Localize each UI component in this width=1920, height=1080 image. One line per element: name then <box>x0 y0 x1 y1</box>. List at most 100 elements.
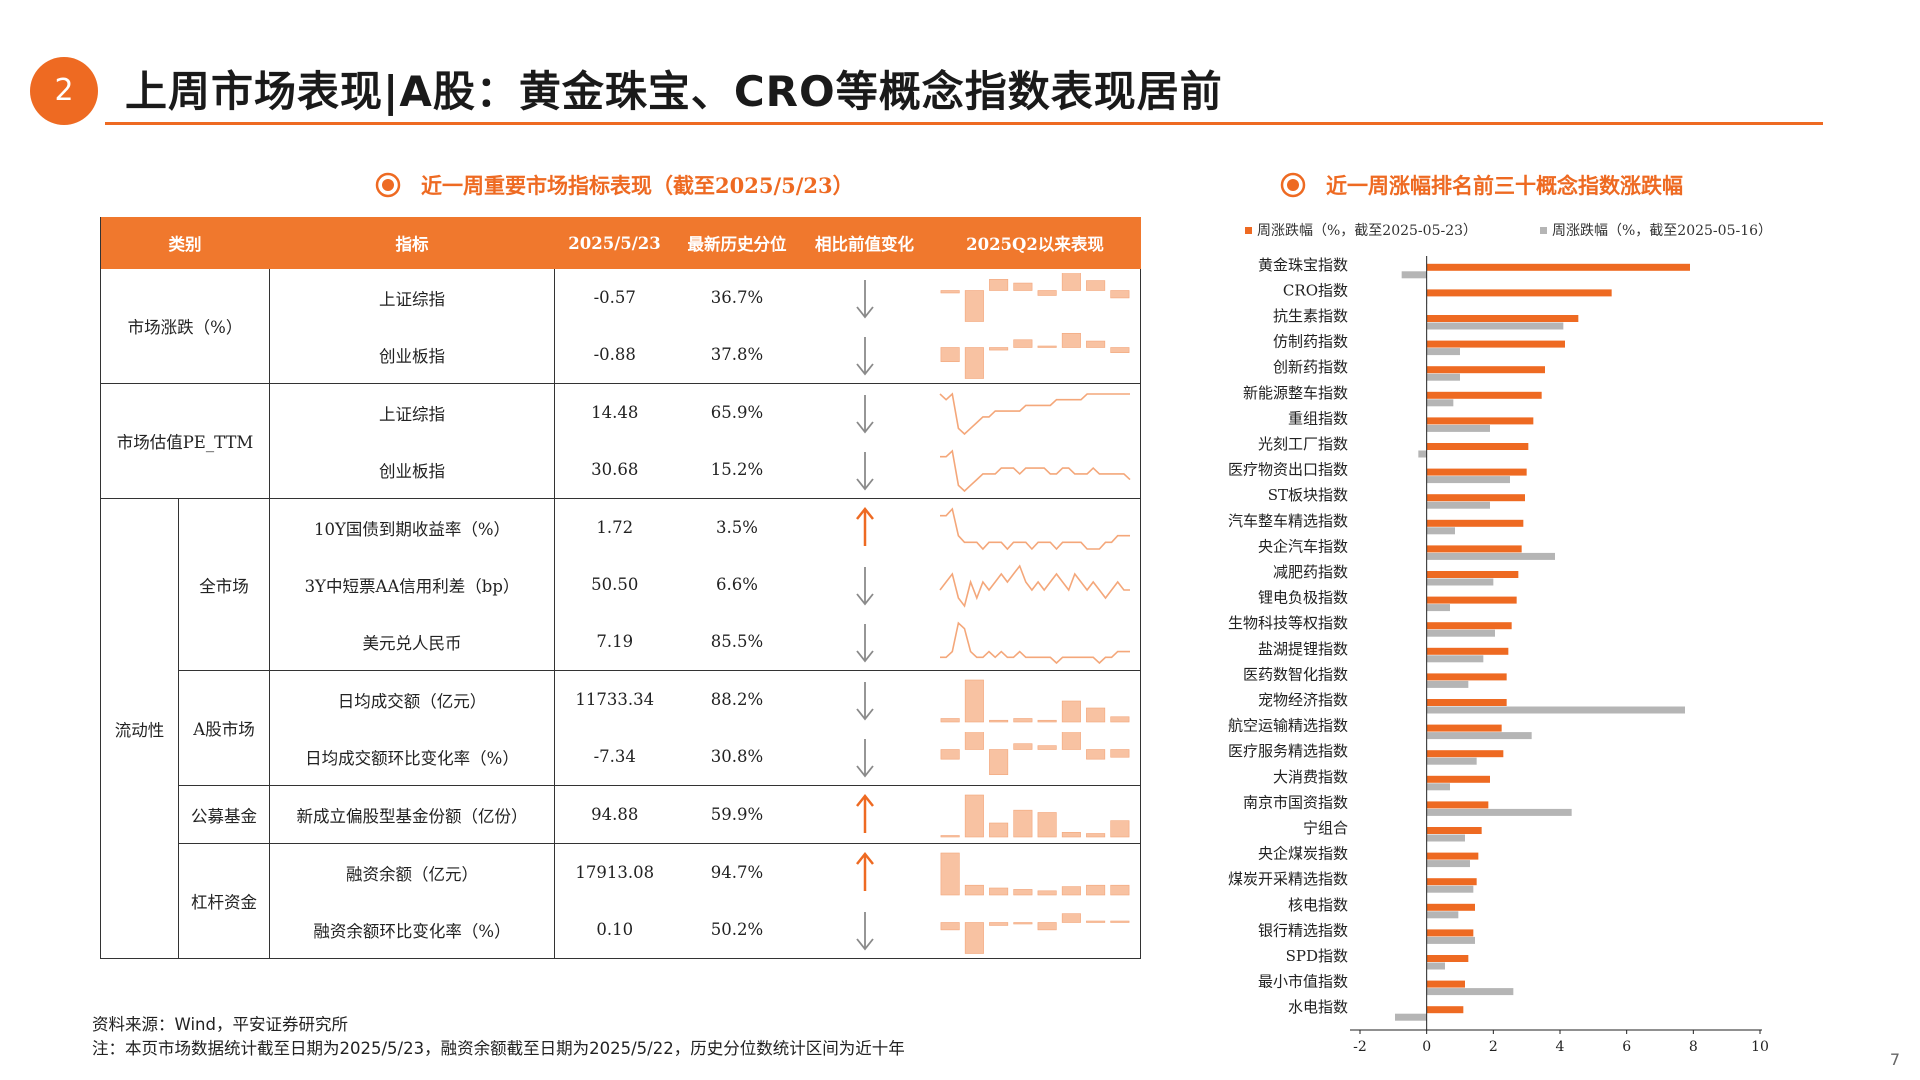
spark-bar <box>1037 345 1057 348</box>
bar-current-week <box>1426 519 1524 527</box>
arrow-down-icon <box>855 738 874 777</box>
x-tick-label: 2 <box>1489 1039 1498 1055</box>
bar-current-week <box>1426 391 1542 399</box>
spark-bar <box>1110 748 1130 758</box>
bar-previous-week <box>1426 322 1564 330</box>
bar-current-week <box>1426 647 1509 655</box>
spark-bar <box>1013 809 1033 837</box>
arrow-down-icon <box>855 394 874 433</box>
bar-previous-week <box>1426 655 1484 663</box>
x-tick-label: 10 <box>1751 1039 1769 1055</box>
bar-current-week <box>1426 878 1477 886</box>
spark-bar <box>1037 289 1057 296</box>
bar-previous-week <box>1426 680 1469 688</box>
category-label: 盐湖提锂指数 <box>1258 640 1348 658</box>
arrow-down-icon <box>855 681 874 720</box>
category-label: 银行精选指数 <box>1258 921 1348 939</box>
value-cell: 11733.34 <box>575 690 655 709</box>
indicator-cell: 创业板指 <box>269 441 555 499</box>
right-section-title-text: 近一周涨幅排名前三十概念指数涨跌幅 <box>1326 173 1683 198</box>
spark-bar <box>1061 272 1081 291</box>
change-arrow-cell <box>799 326 930 384</box>
spark-bar <box>988 921 1008 926</box>
sparkline-cell <box>929 441 1141 499</box>
spark-bar <box>940 346 960 362</box>
spark-bar <box>1085 340 1105 348</box>
arrow-up-icon <box>855 851 874 891</box>
arrow-down-icon <box>855 623 874 662</box>
sparkline-cell <box>929 498 1141 556</box>
group-liquidity: 流动性 <box>100 498 179 959</box>
bar-current-week <box>1426 699 1507 706</box>
value-cell: 0.10 <box>554 901 675 959</box>
concept-index-bar-chart: 周涨跌幅（%，截至2025-05-23） 周涨跌幅（%，截至2025-05-16）… <box>1228 223 1772 1055</box>
category-label: 医疗服务精选指数 <box>1228 742 1348 760</box>
note-line: 注：本页市场数据统计截至日期为2025/5/23，融资余额截至日期为2025/5… <box>92 1039 905 1058</box>
table-row: 杠杆资金 融资余额（亿元） 17913.08 94.7% <box>101 843 1141 959</box>
bar-previous-week <box>1426 578 1494 586</box>
value-cell: 14.48 <box>591 403 639 422</box>
category-label: 煤炭开采精选指数 <box>1228 870 1348 888</box>
spark-bar <box>988 346 1008 350</box>
spark-line <box>939 506 1130 550</box>
sparkline-chart <box>939 391 1130 435</box>
indicator-cell: 上证综指 <box>269 383 555 441</box>
spark-bar <box>988 719 1008 722</box>
bar-previous-week <box>1426 988 1514 996</box>
table-row: 创业板指 -0.88 37.8% <box>101 326 1141 384</box>
bar-current-week <box>1426 1006 1464 1014</box>
sparkline-chart <box>939 563 1130 608</box>
category-label: 锂电负极指数 <box>1258 589 1348 607</box>
category-label: 抗生素指数 <box>1273 307 1348 325</box>
table-row: 市场估值PE_TTM 上证综指 14.48 65.9% <box>100 383 1141 499</box>
percentile-cell: 50.2% <box>674 901 800 959</box>
change-arrow-cell <box>799 728 930 786</box>
spark-bar <box>1110 346 1130 353</box>
bar-previous-week <box>1426 834 1465 842</box>
category-label: 大消费指数 <box>1273 768 1348 786</box>
bar-current-week <box>1426 801 1489 809</box>
indicator-cell: 10Y国债到期收益率（%） <box>269 498 555 556</box>
table-row: 融资余额环比变化率（%） 0.10 50.2% <box>101 901 1141 959</box>
arrow-down-icon <box>855 566 874 605</box>
spark-bar <box>1110 819 1130 837</box>
change-arrow-cell <box>799 785 930 844</box>
spark-bar <box>1085 832 1105 837</box>
spark-bar <box>988 278 1008 291</box>
sparkline-chart <box>939 620 1130 664</box>
x-tick-label: 4 <box>1556 1039 1565 1055</box>
category-label: 创新药指数 <box>1273 358 1348 376</box>
bar-previous-week <box>1426 783 1450 791</box>
subgroup-public-fund: 公募基金 <box>178 785 270 844</box>
spark-bar <box>940 921 960 930</box>
indicator-cell: 日均成交额（亿元） <box>269 670 555 728</box>
x-tick-label: -2 <box>1353 1039 1367 1055</box>
right-section-title: 近一周涨幅排名前三十概念指数涨跌幅 <box>1280 170 1683 200</box>
value-cell: -0.57 <box>593 288 636 307</box>
spark-bar <box>1013 921 1033 924</box>
sparkline-cell <box>929 383 1141 441</box>
legend-label: 周涨跌幅（%，截至2025-05-23） <box>1257 223 1477 239</box>
spark-bar <box>940 289 960 293</box>
category-label: SPD指数 <box>1286 947 1348 965</box>
bar-current-week <box>1426 417 1534 425</box>
bar-previous-week <box>1426 732 1532 740</box>
sparkline-cell <box>929 843 1141 901</box>
bar-current-week <box>1426 494 1525 502</box>
category-label: 核电指数 <box>1288 896 1348 914</box>
indicator-cell: 新成立偏股型基金份额（亿份） <box>269 785 555 844</box>
category-label: 光刻工厂指数 <box>1258 435 1348 453</box>
percentile-cell: 94.7% <box>710 863 764 882</box>
percentile-cell: 88.2% <box>710 690 764 709</box>
value-cell: -0.88 <box>554 326 675 384</box>
sparkline-cell <box>929 785 1141 844</box>
bar-current-week <box>1426 724 1502 732</box>
category-label: 宁组合 <box>1303 819 1348 837</box>
bar-previous-week <box>1426 808 1572 816</box>
table-row: A股市场 日均成交额（亿元） 11733.34 88.2% <box>101 670 1141 786</box>
percentile-cell: 59.9% <box>674 785 800 844</box>
spark-bar <box>1085 920 1105 923</box>
spark-bar <box>1085 884 1105 895</box>
bar-previous-week <box>1395 1013 1427 1021</box>
arrow-down-icon <box>855 451 874 490</box>
